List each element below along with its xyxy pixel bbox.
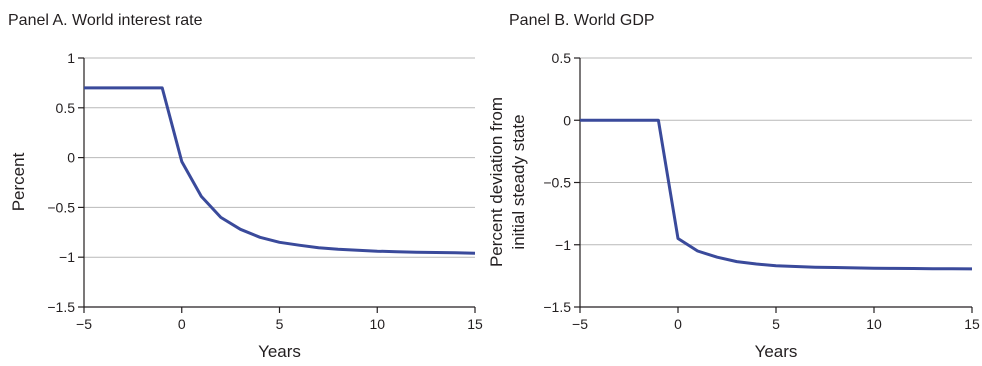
y-tick-label: 0.5 [552, 50, 572, 66]
x-axis-label: Years [258, 342, 301, 361]
x-tick-label: 10 [369, 316, 385, 332]
x-tick-label: 5 [276, 316, 284, 332]
y-tick-label: 0 [563, 112, 571, 128]
y-tick-label: 0.5 [56, 100, 76, 116]
y-tick-label: 1 [67, 50, 75, 66]
x-tick-label: −5 [572, 316, 588, 332]
x-tick-label: 15 [964, 316, 980, 332]
y-tick-label: −1 [555, 237, 571, 253]
y-tick-label: −1.5 [543, 299, 571, 315]
series-line [84, 86, 476, 255]
panel-a: Panel A. World interest rate 1 0.5 0 −0.5 −1 −… [8, 12, 483, 361]
x-tick-label: −5 [76, 316, 92, 332]
x-tick-label: 10 [866, 316, 882, 332]
y-axis-label: Percent [9, 152, 28, 211]
x-tick-label: 15 [467, 316, 483, 332]
chart-title: Panel A. World interest rate [8, 12, 203, 29]
y-tick-label: −1.5 [47, 299, 75, 315]
x-tick-label: 5 [772, 316, 780, 332]
panel-b: Panel B. World GDP 0.5 0 −0.5 −1 −1.5−5 0 5 10 15… [487, 12, 980, 361]
x-tick-label: 0 [674, 316, 682, 332]
x-axis-label: Years [755, 342, 798, 361]
y-tick-label: −1 [59, 249, 75, 265]
y-tick-label: −0.5 [543, 175, 571, 191]
series-line [580, 118, 973, 271]
y-tick-label: −0.5 [47, 199, 75, 215]
y-axis-label: initial steady state [509, 114, 528, 249]
y-tick-label: 0 [67, 150, 75, 166]
x-tick-label: 0 [178, 316, 186, 332]
y-axis-label: Percent deviation from [487, 97, 506, 267]
chart-title: Panel B. World GDP [509, 12, 655, 29]
